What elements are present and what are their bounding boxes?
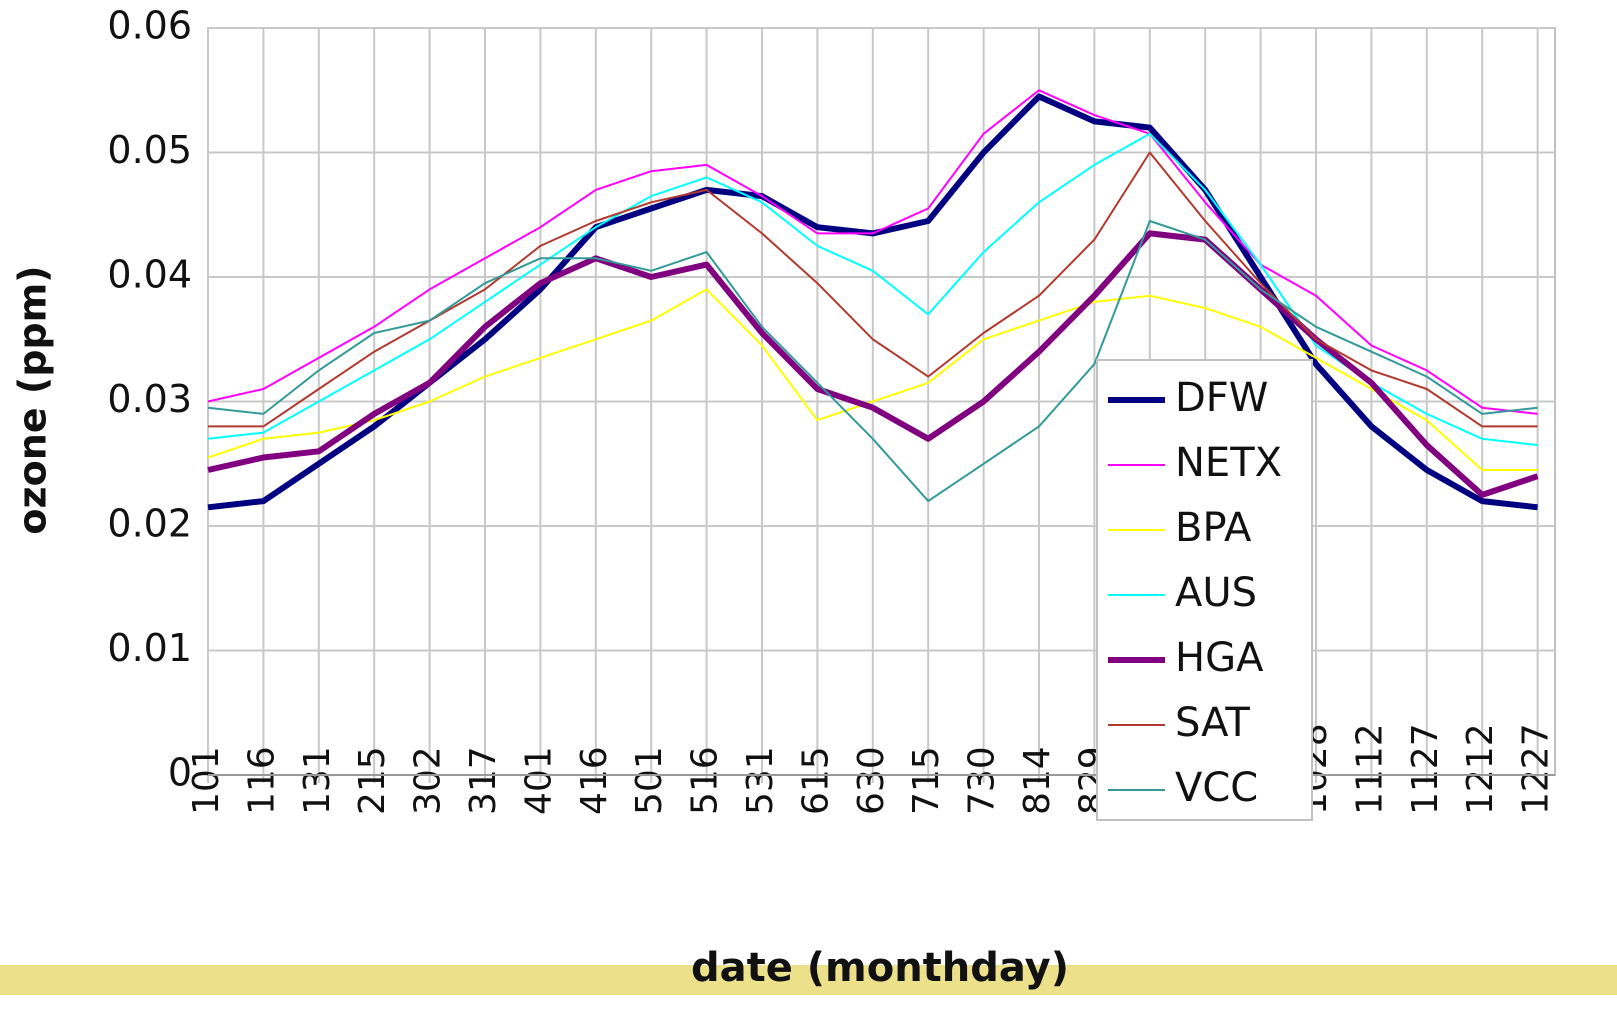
legend: DFW NETX BPA AUS HGA SAT VCC — [1096, 359, 1313, 821]
legend-label: HGA — [1175, 635, 1264, 681]
legend-label: VCC — [1175, 765, 1258, 811]
x-tick-label: 317 — [463, 746, 504, 815]
x-tick-label: 730 — [962, 746, 1003, 815]
title-band — [0, 965, 1617, 995]
x-tick-label: 101 — [186, 746, 227, 815]
x-tick-label: 1227 — [1516, 723, 1557, 815]
x-tick-label: 302 — [408, 746, 449, 815]
x-tick-label: 1112 — [1349, 723, 1390, 815]
x-tick-label: 131 — [297, 746, 338, 815]
x-tick-label: 1212 — [1460, 723, 1501, 815]
series-line — [207, 89, 1538, 415]
x-tick-label: 814 — [1017, 746, 1058, 815]
x-tick-label: 116 — [241, 746, 282, 815]
y-tick-label: 0.04 — [107, 253, 192, 297]
series-line — [207, 132, 1538, 447]
y-axis-title: ozone (ppm) — [11, 265, 55, 534]
x-tick-label: 531 — [740, 746, 781, 815]
x-tick-label: 416 — [574, 746, 615, 815]
x-tick-label: 516 — [685, 746, 726, 815]
x-tick-label: 501 — [629, 746, 670, 815]
x-tick-label: 1127 — [1405, 723, 1446, 815]
y-tick-label: 0.03 — [107, 377, 192, 421]
x-tick-label: 615 — [795, 746, 836, 815]
x-tick-label: 215 — [352, 746, 393, 815]
legend-label: NETX — [1175, 440, 1282, 486]
legend-label: SAT — [1175, 700, 1250, 746]
legend-label: BPA — [1175, 505, 1252, 551]
y-tick-label: 0 — [168, 751, 192, 795]
legend-label: AUS — [1175, 570, 1257, 616]
y-tick-label: 0.01 — [107, 626, 192, 670]
x-tick-label: 630 — [851, 746, 892, 815]
legend-box — [1096, 359, 1313, 821]
series-line — [207, 220, 1538, 503]
x-axis-title: date (monthday) — [691, 945, 1069, 991]
y-tick-label: 0.02 — [107, 502, 192, 546]
legend-label: DFW — [1175, 375, 1268, 421]
series-line — [207, 288, 1538, 471]
y-tick-label: 0.05 — [107, 128, 192, 172]
x-tick-label: 715 — [906, 746, 947, 815]
x-tick-label: 401 — [518, 746, 559, 815]
y-tick-label: 0.06 — [107, 4, 192, 48]
